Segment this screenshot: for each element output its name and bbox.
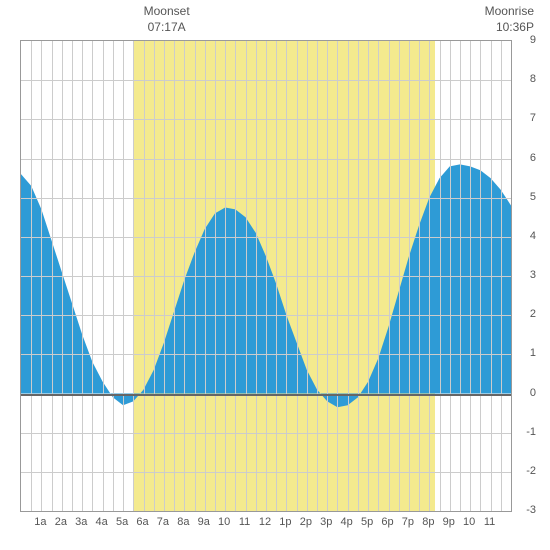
x-tick-label: 10 — [463, 516, 475, 528]
x-tick-label: 8a — [177, 516, 189, 528]
x-tick-label: 2p — [300, 516, 312, 528]
x-tick-label: 6p — [381, 516, 393, 528]
x-tick-label: 5a — [116, 516, 128, 528]
y-tick-label: 5 — [516, 191, 536, 203]
x-tick-label: 12 — [259, 516, 271, 528]
x-tick-label: 4a — [96, 516, 108, 528]
x-tick-label: 10 — [218, 516, 230, 528]
x-tick-label: 1p — [279, 516, 291, 528]
x-tick-label: 5p — [361, 516, 373, 528]
x-tick-label: 7p — [402, 516, 414, 528]
y-tick-label: 7 — [516, 112, 536, 124]
moonset-header: Moonset 07:17A — [144, 4, 190, 35]
y-tick-label: 4 — [516, 230, 536, 242]
x-tick-label: 7a — [157, 516, 169, 528]
y-tick-label: 6 — [516, 152, 536, 164]
y-tick-label: 3 — [516, 269, 536, 281]
y-tick-label: 2 — [516, 308, 536, 320]
moonset-label: Moonset — [144, 4, 190, 18]
x-tick-label: 2a — [55, 516, 67, 528]
x-tick-label: 11 — [484, 516, 495, 528]
x-tick-label: 3a — [75, 516, 87, 528]
plot-area — [20, 40, 512, 512]
y-tick-label: -3 — [516, 504, 536, 516]
moonrise-label: Moonrise — [485, 4, 534, 18]
moonset-time: 07:17A — [148, 20, 186, 34]
x-tick-label: 9p — [443, 516, 455, 528]
x-tick-label: 9a — [198, 516, 210, 528]
zero-line — [21, 394, 511, 396]
y-tick-label: 8 — [516, 73, 536, 85]
y-tick-label: 0 — [516, 387, 536, 399]
x-tick-label: 1a — [34, 516, 46, 528]
y-tick-label: 1 — [516, 347, 536, 359]
y-tick-label: 9 — [516, 34, 536, 46]
tide-chart: Moonset 07:17A Moonrise 10:36P 1a 2a 3a 4a 5… — [0, 0, 550, 550]
x-tick-label: 4p — [341, 516, 353, 528]
y-tick-label: -1 — [516, 426, 536, 438]
moonrise-time: 10:36P — [496, 20, 534, 34]
x-tick-label: 8p — [422, 516, 434, 528]
x-tick-label: 11 — [239, 516, 250, 528]
y-tick-label: -2 — [516, 465, 536, 477]
x-tick-label: 3p — [320, 516, 332, 528]
moonrise-header: Moonrise 10:36P — [485, 4, 534, 35]
x-tick-label: 6a — [136, 516, 148, 528]
